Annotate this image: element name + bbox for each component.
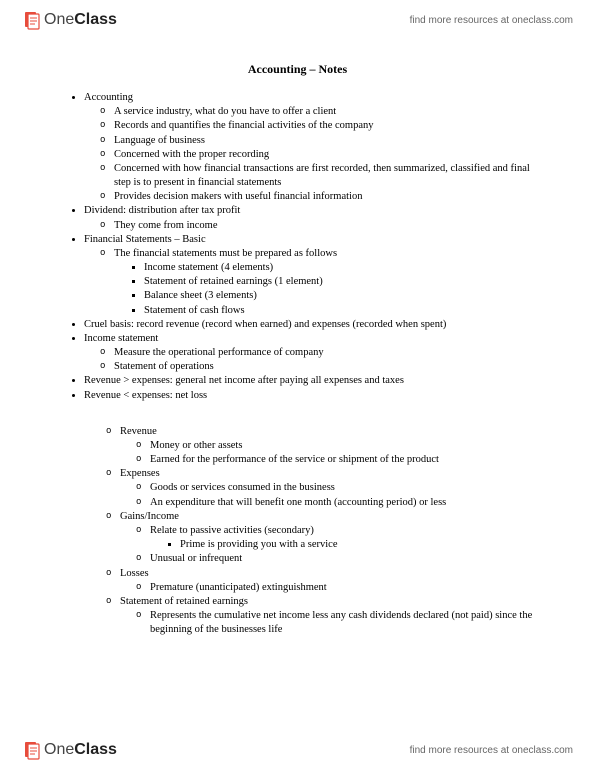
list-item: Earned for the performance of the servic…	[150, 453, 547, 467]
brand-class: Class	[74, 741, 117, 758]
item-text: Revenue > expenses: general net income a…	[84, 375, 404, 386]
item-text: Language of business	[114, 135, 205, 146]
item-text: An expenditure that will benefit one mon…	[150, 497, 446, 508]
brand-text: OneClass	[44, 11, 117, 29]
list-item: Income statement Measure the operational…	[84, 332, 547, 375]
list-item: Concerned with how financial transaction…	[114, 162, 547, 190]
footer-bar: OneClass find more resources at oneclass…	[0, 734, 595, 770]
page-title: Accounting – Notes	[0, 62, 595, 77]
item-text: Goods or services consumed in the busine…	[150, 482, 335, 493]
item-text: Revenue < expenses: net loss	[84, 390, 207, 401]
brand-one: One	[44, 11, 74, 28]
list-item: Unusual or infrequent	[150, 552, 547, 566]
list-item: Prime is providing you with a service	[180, 538, 547, 552]
item-text: Financial Statements – Basic	[84, 234, 206, 245]
doc-icon	[22, 10, 42, 30]
list-item: Gains/Income Relate to passive activitie…	[120, 510, 547, 567]
item-text: Statement of retained earnings (1 elemen…	[144, 276, 323, 287]
list-item: Language of business	[114, 134, 547, 148]
list-item: Measure the operational performance of c…	[114, 346, 547, 360]
list-item: Statement of retained earnings (1 elemen…	[144, 275, 547, 289]
header-link[interactable]: find more resources at oneclass.com	[410, 15, 573, 26]
outline-level-1: Accounting A service industry, what do y…	[48, 91, 547, 403]
item-text: Expenses	[120, 468, 160, 479]
brand-class: Class	[74, 11, 117, 28]
list-item: An expenditure that will benefit one mon…	[150, 496, 547, 510]
list-item: Relate to passive activities (secondary)…	[150, 524, 547, 552]
item-text: Represents the cumulative net income les…	[150, 610, 532, 635]
list-item: Revenue Money or other assets Earned for…	[120, 425, 547, 468]
item-text: Money or other assets	[150, 440, 242, 451]
item-text: Prime is providing you with a service	[180, 539, 337, 550]
item-text: Statement of retained earnings	[120, 596, 248, 607]
item-text: Losses	[120, 568, 149, 579]
footer-link[interactable]: find more resources at oneclass.com	[410, 745, 573, 756]
list-item: Statement of cash flows	[144, 304, 547, 318]
item-text: Earned for the performance of the servic…	[150, 454, 439, 465]
list-item: Premature (unanticipated) extinguishment	[150, 581, 547, 595]
list-item: Income statement (4 elements)	[144, 261, 547, 275]
document-body: Accounting A service industry, what do y…	[0, 91, 595, 637]
brand-text-footer: OneClass	[44, 741, 117, 759]
item-text: Gains/Income	[120, 511, 179, 522]
outline-section-2: Revenue Money or other assets Earned for…	[48, 425, 547, 638]
item-text: Premature (unanticipated) extinguishment	[150, 582, 327, 593]
list-item: Statement of retained earnings Represent…	[120, 595, 547, 638]
list-item: Accounting A service industry, what do y…	[84, 91, 547, 204]
list-item: Revenue > expenses: general net income a…	[84, 374, 547, 388]
list-item: Represents the cumulative net income les…	[150, 609, 547, 637]
item-text: Records and quantifies the financial act…	[114, 120, 374, 131]
list-item: Balance sheet (3 elements)	[144, 289, 547, 303]
list-item: They come from income	[114, 219, 547, 233]
list-item: Provides decision makers with useful fin…	[114, 190, 547, 204]
item-text: Income statement (4 elements)	[144, 262, 273, 273]
list-item: Cruel basis: record revenue (record when…	[84, 318, 547, 332]
list-item: Statement of operations	[114, 360, 547, 374]
list-item: The financial statements must be prepare…	[114, 247, 547, 318]
doc-icon	[22, 740, 42, 760]
list-item: Money or other assets	[150, 439, 547, 453]
item-text: The financial statements must be prepare…	[114, 248, 337, 259]
list-item: Revenue < expenses: net loss	[84, 389, 547, 403]
brand-logo[interactable]: OneClass	[22, 10, 117, 30]
item-text: Cruel basis: record revenue (record when…	[84, 319, 446, 330]
item-text: Concerned with how financial transaction…	[114, 163, 530, 188]
item-text: Balance sheet (3 elements)	[144, 290, 257, 301]
list-item: Expenses Goods or services consumed in t…	[120, 467, 547, 510]
list-item: Dividend: distribution after tax profit …	[84, 204, 547, 232]
item-text: Concerned with the proper recording	[114, 149, 269, 160]
list-item: Records and quantifies the financial act…	[114, 119, 547, 133]
list-item: Goods or services consumed in the busine…	[150, 481, 547, 495]
item-text: Provides decision makers with useful fin…	[114, 191, 362, 202]
list-item: Losses Premature (unanticipated) extingu…	[120, 567, 547, 595]
list-item: Concerned with the proper recording	[114, 148, 547, 162]
item-text: Statement of cash flows	[144, 305, 245, 316]
item-text: Revenue	[120, 426, 157, 437]
brand-logo-footer[interactable]: OneClass	[22, 740, 117, 760]
item-text: Unusual or infrequent	[150, 553, 242, 564]
list-item: A service industry, what do you have to …	[114, 105, 547, 119]
item-text: Dividend: distribution after tax profit	[84, 205, 240, 216]
item-text: Relate to passive activities (secondary)	[150, 525, 314, 536]
item-text: Measure the operational performance of c…	[114, 347, 324, 358]
item-text: A service industry, what do you have to …	[114, 106, 336, 117]
item-text: Accounting	[84, 92, 133, 103]
item-text: They come from income	[114, 220, 218, 231]
brand-one: One	[44, 741, 74, 758]
list-item: Financial Statements – Basic The financi…	[84, 233, 547, 318]
item-text: Statement of operations	[114, 361, 214, 372]
item-text: Income statement	[84, 333, 158, 344]
header-bar: OneClass find more resources at oneclass…	[0, 0, 595, 36]
